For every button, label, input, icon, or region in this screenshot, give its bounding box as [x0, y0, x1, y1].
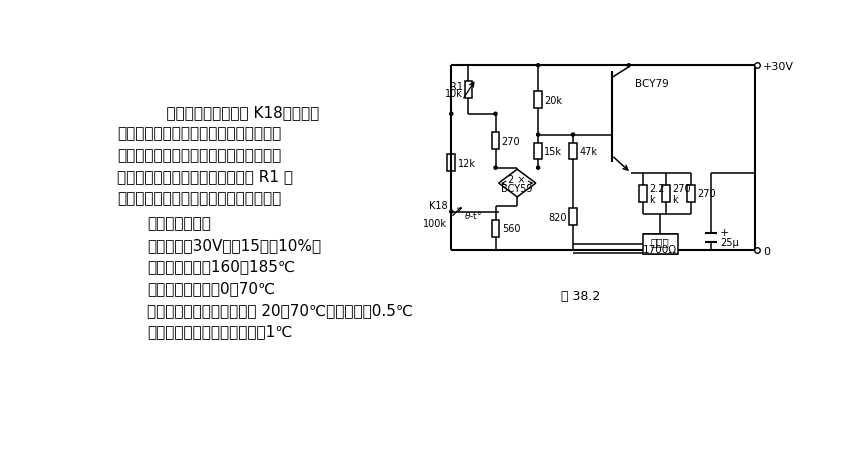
Text: 继电器: 继电器 [651, 236, 670, 246]
Bar [662, 186, 670, 202]
Text: 可整定的温度：160～185℃: 可整定的温度：160～185℃ [147, 259, 295, 274]
Bar [569, 209, 577, 226]
Bar [448, 155, 455, 172]
Text: 图 38.2: 图 38.2 [561, 289, 600, 302]
Text: 0: 0 [763, 246, 770, 256]
Text: 允许的环境温度：0～70℃: 允许的环境温度：0～70℃ [147, 280, 275, 295]
Text: 1700Ω: 1700Ω [643, 245, 677, 255]
Text: 12k: 12k [458, 158, 475, 168]
Bar [687, 186, 695, 202]
Text: 大的表面，有利于安装，并能带动较大的: 大的表面，有利于安装，并能带动较大的 [118, 126, 282, 141]
Circle shape [494, 113, 497, 116]
Bar [643, 234, 677, 254]
Circle shape [537, 167, 540, 170]
Text: 2 ×: 2 × [508, 175, 526, 185]
Text: 继电器接通和关断的温度差：1℃: 继电器接通和关断的温度差：1℃ [147, 324, 292, 339]
Polygon shape [499, 170, 536, 197]
Text: 工作电压：30V（－15～＋10%）: 工作电压：30V（－15～＋10%） [147, 238, 321, 253]
Text: 在电路中接成桥式结构，由电位器 R1 调: 在电路中接成桥式结构，由电位器 R1 调 [118, 169, 293, 184]
Text: 270: 270 [502, 136, 520, 147]
Text: 25μ: 25μ [721, 237, 739, 247]
Circle shape [450, 113, 453, 116]
Text: 10k: 10k [445, 89, 463, 99]
Bar [534, 92, 542, 109]
Bar [465, 82, 473, 99]
Text: 47k: 47k [579, 147, 597, 157]
Circle shape [450, 211, 453, 214]
Text: 270: 270 [697, 189, 715, 199]
Bar [534, 143, 542, 160]
Bar [492, 133, 499, 150]
Bar [569, 143, 577, 160]
Text: 560: 560 [502, 224, 520, 233]
Text: K18: K18 [429, 201, 448, 211]
Text: 20k: 20k [544, 96, 562, 106]
Text: 100k: 100k [423, 218, 448, 228]
Circle shape [537, 134, 540, 137]
Circle shape [627, 65, 631, 68]
Text: 整温度给定值，输出电路由继电器控制。: 整温度给定值，输出电路由继电器控制。 [118, 191, 282, 206]
Text: 2.2
k: 2.2 k [649, 184, 664, 204]
Bar [638, 186, 646, 202]
Text: BCY79: BCY79 [635, 79, 669, 89]
Text: 270
k: 270 k [672, 184, 691, 204]
Text: BCY59: BCY59 [501, 183, 533, 193]
Text: R1: R1 [450, 81, 463, 91]
Circle shape [537, 65, 540, 68]
Text: $\theta$-t°: $\theta$-t° [464, 210, 481, 221]
Text: +: + [721, 227, 729, 237]
Circle shape [571, 134, 575, 137]
Text: +30V: +30V [763, 62, 794, 72]
Text: 主要技术数据：: 主要技术数据： [147, 216, 211, 231]
Text: 820: 820 [549, 212, 567, 222]
Bar [492, 220, 499, 237]
Circle shape [494, 167, 497, 170]
Text: 电路的温度误差（环境温度 20～70℃范围内）：0.5℃: 电路的温度误差（环境温度 20～70℃范围内）：0.5℃ [147, 302, 413, 317]
Text: 15k: 15k [544, 147, 562, 157]
Text: 该电路采用热敏电阻 K18。它有很: 该电路采用热敏电阻 K18。它有很 [147, 105, 319, 120]
Text: 负载，通常做成棒形装在传感器壳体内。: 负载，通常做成棒形装在传感器壳体内。 [118, 147, 282, 162]
